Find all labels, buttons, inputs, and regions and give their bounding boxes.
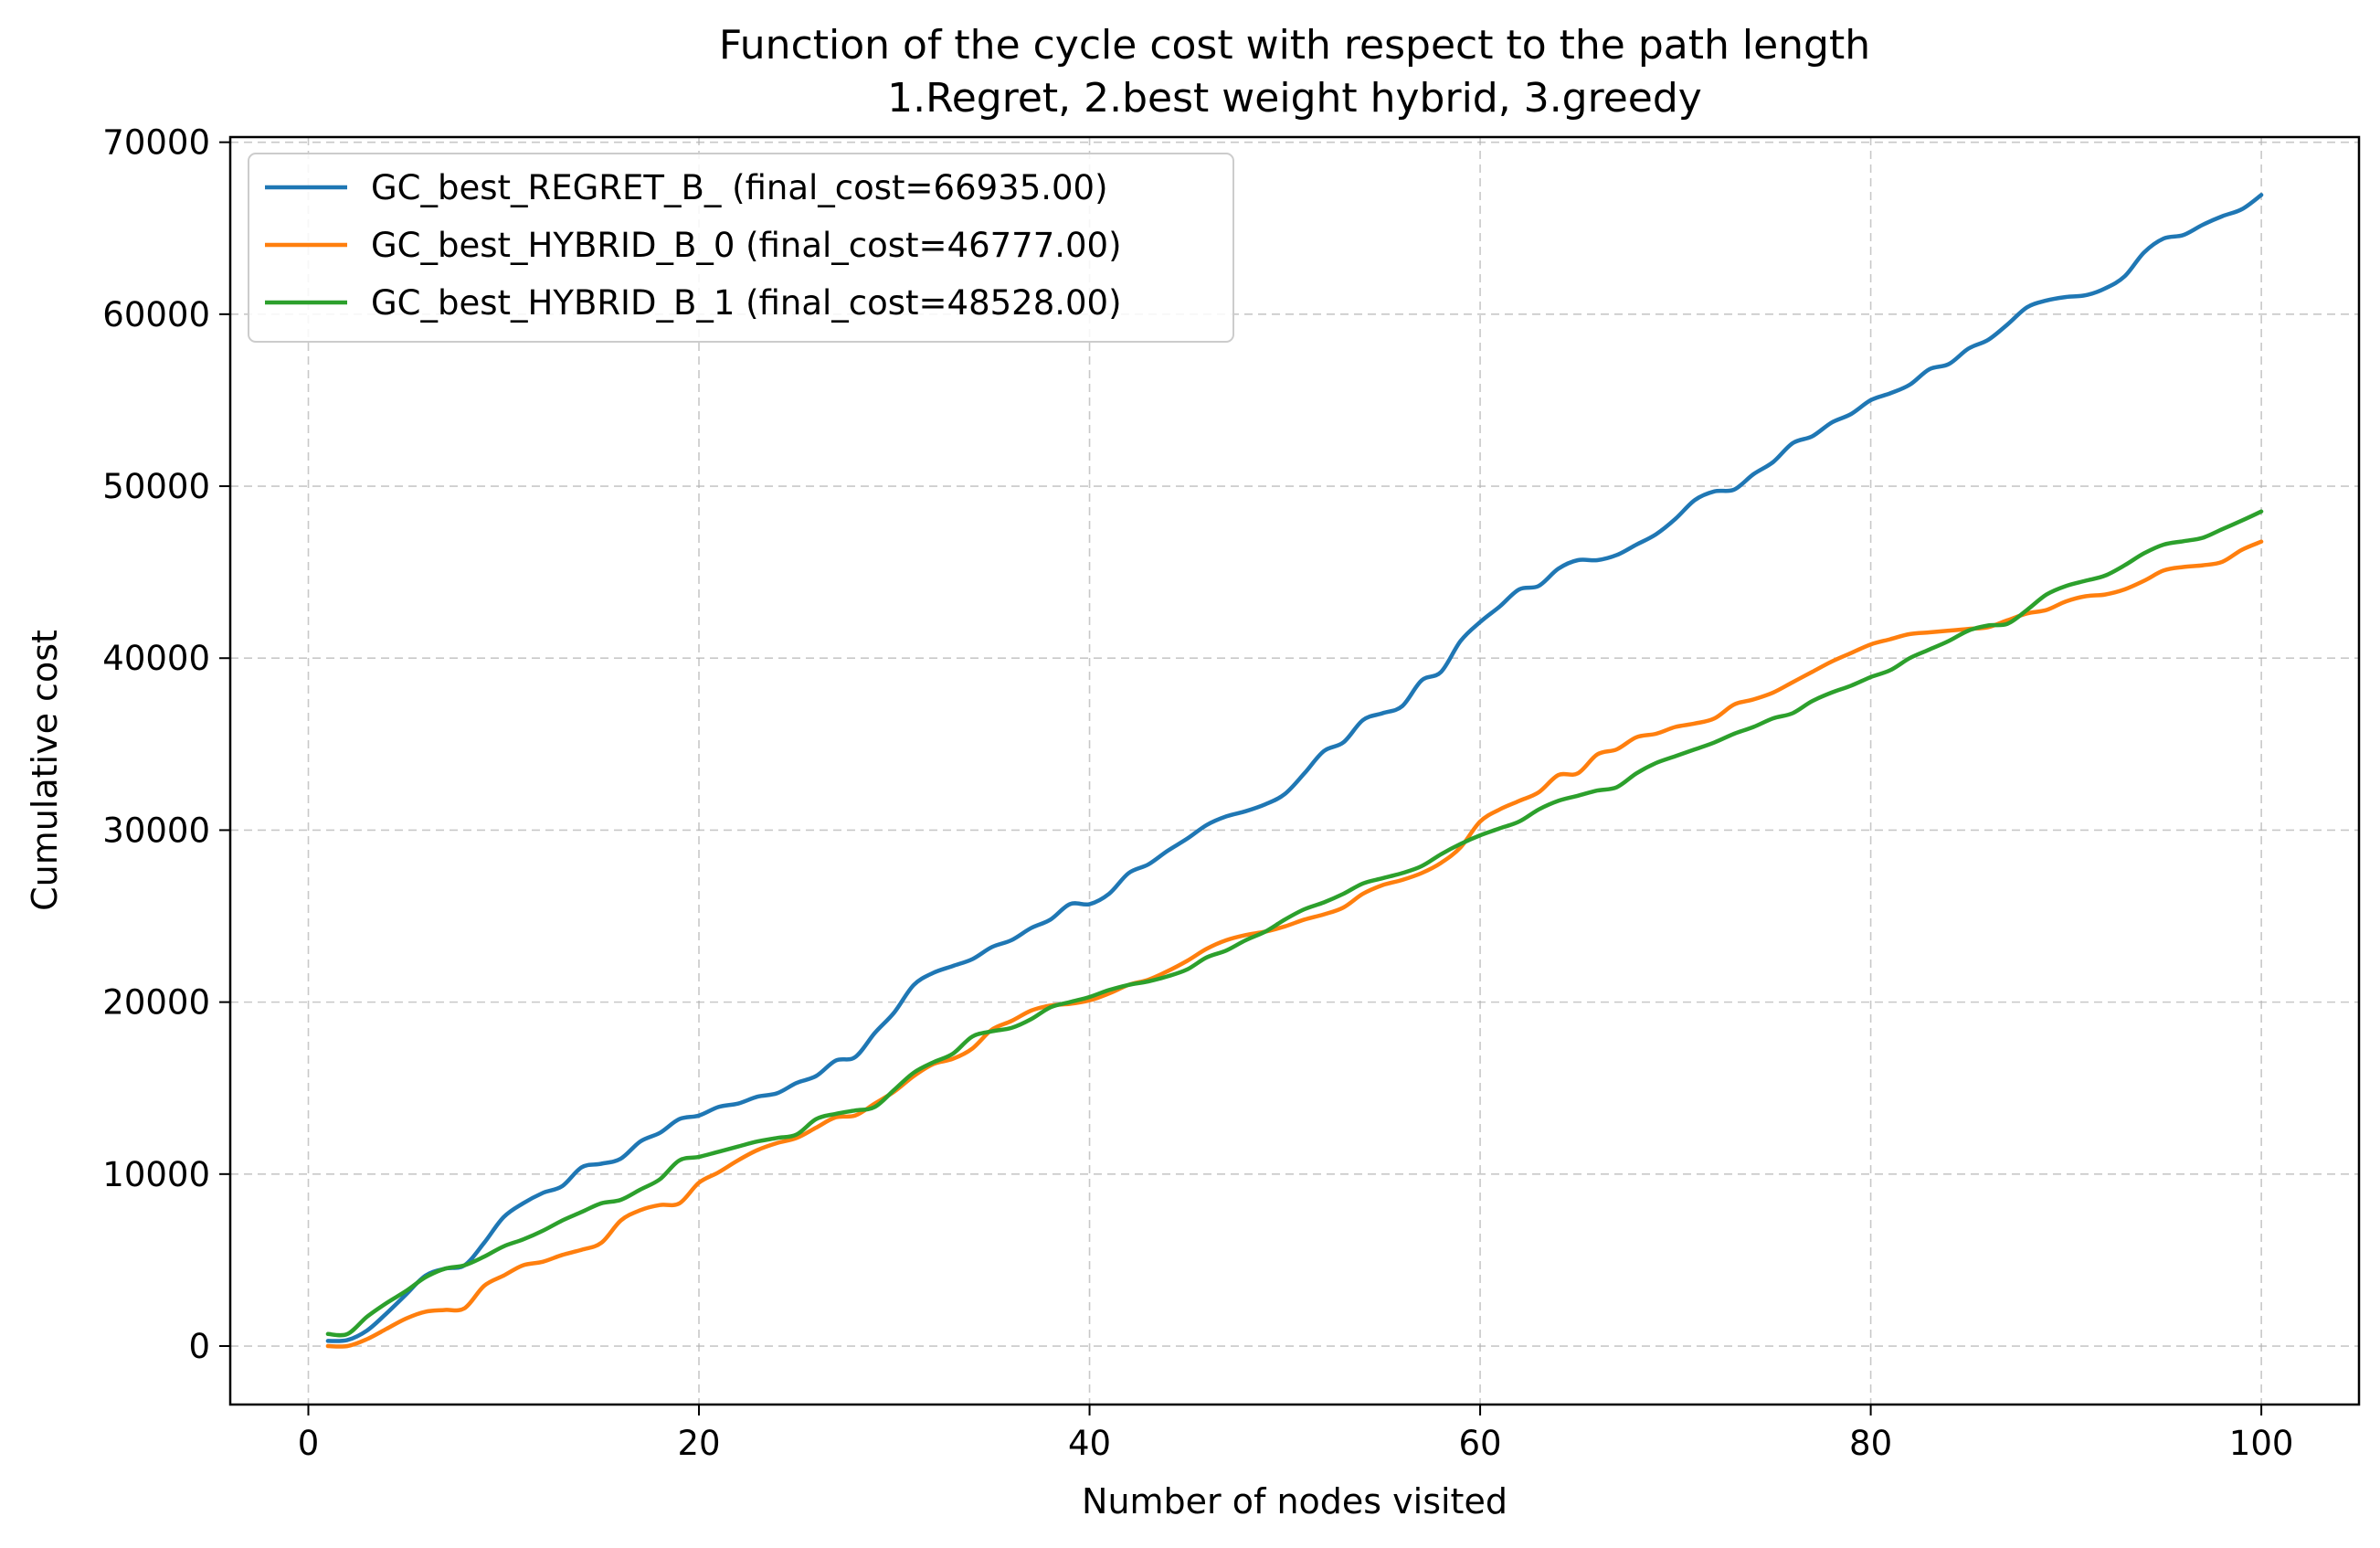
y-tick-label: 20000 <box>102 983 210 1023</box>
series-line-0 <box>325 193 2264 1343</box>
y-tick-label: 50000 <box>102 467 210 506</box>
grid <box>230 137 2359 1405</box>
series-layer <box>325 193 2264 1349</box>
series-line-2 <box>325 509 2264 1338</box>
legend-label-regret: GC_best_REGRET_B_ (final_cost=66935.00) <box>371 168 1108 207</box>
series-line-1 <box>325 539 2264 1349</box>
legend-box <box>248 153 1234 343</box>
x-tick-label: 20 <box>677 1424 720 1463</box>
x-axis-label: Number of nodes visited <box>1082 1481 1507 1521</box>
y-tick-label: 0 <box>188 1327 210 1366</box>
plot-frame <box>228 135 2361 1406</box>
legend-label-hybrid-0: GC_best_HYBRID_B_0 (final_cost=46777.00) <box>371 226 1122 265</box>
legend: GC_best_REGRET_B_ (final_cost=66935.00) … <box>248 153 1234 343</box>
ticks: 0 20 40 60 80 100 0 10000 20000 30000 40000 50000 60… <box>102 123 2293 1463</box>
y-tick-label: 10000 <box>102 1155 210 1194</box>
y-tick-label: 30000 <box>102 811 210 850</box>
chart-title-line-1: Function of the cycle cost with respect … <box>719 22 1870 69</box>
y-axis-label: Cumulative cost <box>25 630 65 911</box>
chart-title-line-2: 1.Regret, 2.best weight hybrid, 3.greedy <box>887 75 1702 122</box>
y-tick-label: 70000 <box>102 123 210 163</box>
x-tick-label: 40 <box>1068 1424 1111 1463</box>
y-tick-label: 40000 <box>102 639 210 678</box>
y-tick-label: 60000 <box>102 295 210 334</box>
x-tick-label: 80 <box>1849 1424 1892 1463</box>
x-tick-label: 0 <box>298 1424 320 1463</box>
x-tick-label: 60 <box>1459 1424 1502 1463</box>
legend-label-hybrid-1: GC_best_HYBRID_B_1 (final_cost=48528.00) <box>371 283 1122 323</box>
x-tick-label: 100 <box>2229 1424 2294 1463</box>
